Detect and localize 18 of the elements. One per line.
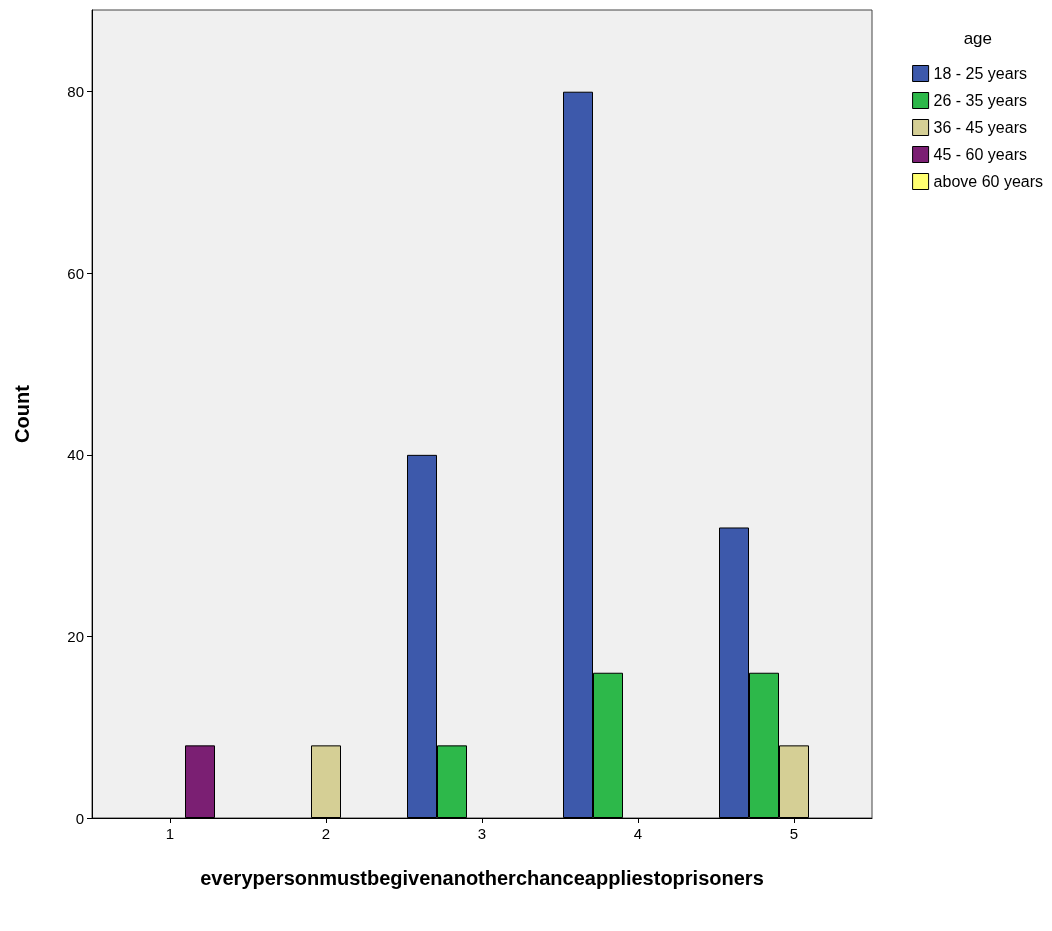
- x-axis-title: everypersonmustbegivenanotherchanceappliestoprisoners: [200, 867, 764, 889]
- y-axis-title: Count: [11, 384, 33, 443]
- x-tick-label: 3: [477, 825, 487, 842]
- y-tick-label: 0: [75, 809, 84, 827]
- y-tick-label: 40: [67, 446, 84, 464]
- x-tick-label: 5: [789, 825, 799, 842]
- y-tick-label: 60: [67, 264, 84, 282]
- y-tick-label: 80: [67, 83, 84, 101]
- legend-label: 18 - 25 years: [933, 65, 1027, 82]
- legend-label: 45 - 60 years: [933, 146, 1027, 163]
- x-tick-label: 1: [165, 825, 175, 842]
- y-tick-label: 20: [67, 627, 84, 645]
- x-tick-label: 2: [321, 825, 331, 842]
- x-tick-label: 4: [633, 825, 643, 842]
- legend-title: age: [963, 29, 993, 48]
- legend-label: above 60 years: [933, 173, 1043, 190]
- legend-label: 36 - 45 years: [933, 119, 1027, 136]
- legend-label: 26 - 35 years: [933, 92, 1027, 109]
